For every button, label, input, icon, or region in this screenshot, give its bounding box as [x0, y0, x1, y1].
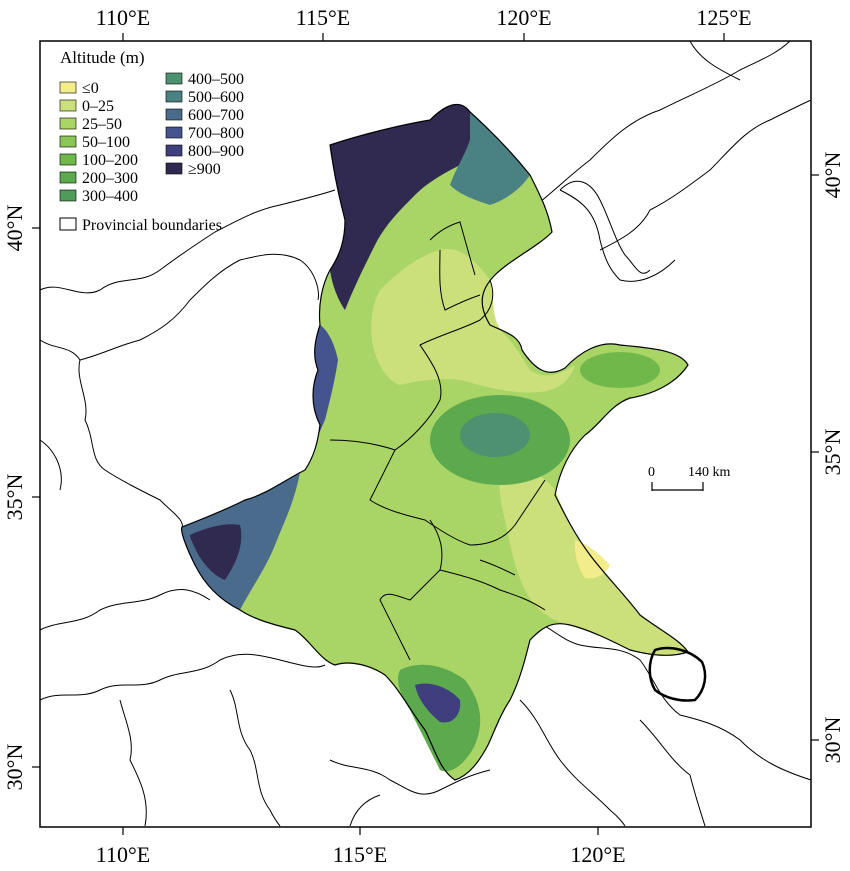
legend-label-left-4: 50–100 [82, 134, 130, 151]
legend-label-left-7: 300–400 [82, 188, 138, 205]
legend-label-right-5: 800–900 [188, 143, 244, 160]
legend-swatch-left-3 [59, 117, 77, 130]
lat-label-right-2: 35°N [820, 429, 845, 476]
dabie-peaks [415, 683, 461, 723]
legend-label-left-2: 0–25 [82, 98, 114, 115]
lat-label-left-2: 35°N [2, 474, 27, 521]
legend-label-left-6: 200–300 [82, 170, 138, 187]
shandong-peaks [460, 413, 530, 457]
lon-label-bottom-3: 120°E [570, 842, 625, 867]
lon-label-bottom-1: 110°E [96, 842, 150, 867]
scale-end-label: 140 km [688, 465, 731, 480]
lon-label-top-1: 110°E [96, 5, 150, 30]
legend-label-right-6: ≥900 [188, 161, 221, 178]
tick-marks [32, 33, 819, 835]
lon-label-top-4: 125°E [696, 5, 751, 30]
legend-swatch-left-2 [59, 99, 77, 112]
legend-label-boundary: Provincial boundaries [82, 217, 222, 234]
legend: Altitude (m) ≤0 0–25 25–50 50–100 100–20… [59, 48, 244, 234]
legend-swatch-right-6 [165, 162, 183, 175]
liaodong-coast [559, 180, 651, 274]
legend-swatch-right-3 [165, 108, 183, 121]
provincial-boundaries [329, 221, 546, 661]
legend-label-right-2: 500–600 [188, 89, 244, 106]
legend-swatch-left-7 [59, 189, 77, 202]
legend-swatch-right-2 [165, 90, 183, 103]
legend-label-left-3: 25–50 [82, 116, 122, 133]
western-peaks [190, 524, 242, 580]
northern-mountains [330, 104, 480, 310]
coastal-plain [371, 249, 575, 393]
taihang-slope [313, 325, 338, 433]
legend-swatch-right-4 [165, 126, 183, 139]
legend-title: Altitude (m) [60, 48, 145, 67]
lat-label-left-3: 30°N [2, 744, 27, 791]
shandong-peninsula [580, 352, 660, 388]
legend-label-left-1: ≤0 [82, 80, 99, 97]
legend-swatch-boundary [59, 217, 77, 231]
lon-label-top-2: 115°E [296, 5, 350, 30]
lat-label-left-1: 40°N [2, 205, 27, 252]
legend-swatch-right-1 [165, 72, 183, 85]
northern-foothills [450, 112, 530, 205]
legend-swatch-right-5 [165, 144, 183, 157]
legend-label-right-3: 600–700 [188, 107, 244, 124]
lat-label-right-3: 30°N [820, 717, 845, 764]
legend-swatch-left-6 [59, 171, 77, 184]
legend-label-left-5: 100–200 [82, 152, 138, 169]
lon-label-bottom-2: 115°E [333, 842, 387, 867]
lon-label-top-3: 120°E [496, 5, 551, 30]
lat-label-right-1: 40°N [820, 152, 845, 199]
scale-bar: 0 140 km [648, 465, 731, 491]
legend-label-right-1: 400–500 [188, 71, 244, 88]
legend-swatch-left-4 [59, 135, 77, 148]
scale-start-label: 0 [648, 465, 655, 480]
legend-label-right-4: 700–800 [188, 125, 244, 142]
shanghai-boundary [648, 646, 707, 702]
legend-swatch-left-1 [59, 81, 77, 94]
legend-swatch-left-5 [59, 153, 77, 166]
study-area-outline [180, 103, 689, 781]
